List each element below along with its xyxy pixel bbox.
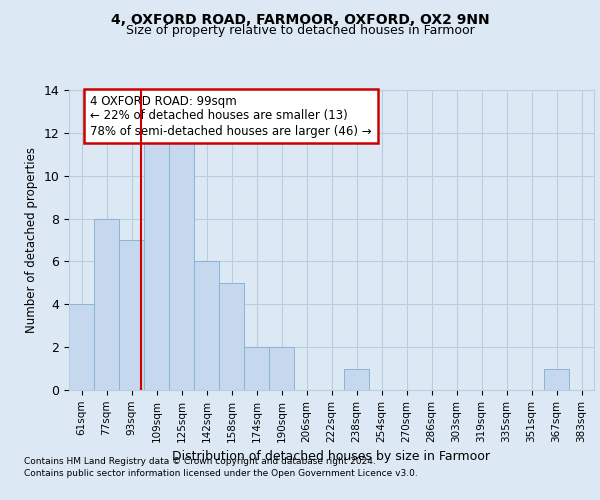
Bar: [219, 283, 244, 390]
Bar: [269, 347, 294, 390]
Bar: [69, 304, 94, 390]
Text: Contains public sector information licensed under the Open Government Licence v3: Contains public sector information licen…: [24, 469, 418, 478]
Bar: [544, 368, 569, 390]
Text: 4, OXFORD ROAD, FARMOOR, OXFORD, OX2 9NN: 4, OXFORD ROAD, FARMOOR, OXFORD, OX2 9NN: [110, 12, 490, 26]
Bar: [169, 133, 194, 390]
Bar: [144, 133, 169, 390]
Bar: [244, 347, 269, 390]
Text: Contains HM Land Registry data © Crown copyright and database right 2024.: Contains HM Land Registry data © Crown c…: [24, 458, 376, 466]
X-axis label: Distribution of detached houses by size in Farmoor: Distribution of detached houses by size …: [173, 450, 491, 463]
Text: 4 OXFORD ROAD: 99sqm
← 22% of detached houses are smaller (13)
78% of semi-detac: 4 OXFORD ROAD: 99sqm ← 22% of detached h…: [90, 94, 371, 138]
Bar: [94, 218, 119, 390]
Bar: [344, 368, 369, 390]
Text: Size of property relative to detached houses in Farmoor: Size of property relative to detached ho…: [125, 24, 475, 37]
Bar: [194, 262, 219, 390]
Bar: [119, 240, 144, 390]
Y-axis label: Number of detached properties: Number of detached properties: [25, 147, 38, 333]
